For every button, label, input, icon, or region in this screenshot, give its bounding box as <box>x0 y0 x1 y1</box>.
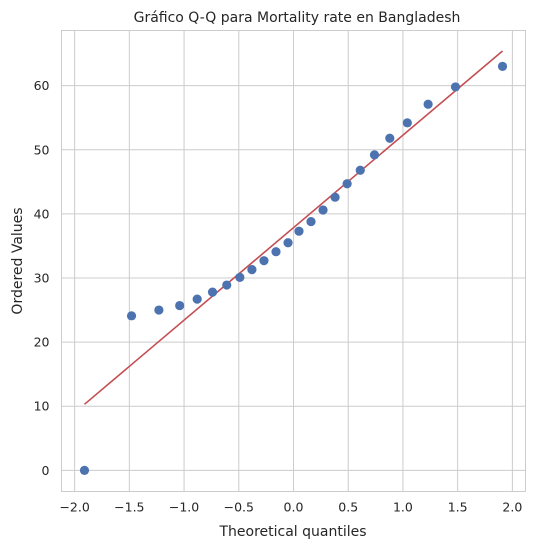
data-point <box>247 265 257 275</box>
data-point <box>318 205 328 215</box>
chart-title: Gráfico Q-Q para Mortality rate en Bangl… <box>134 10 461 26</box>
points-group <box>79 61 508 475</box>
y-tick-label: 10 <box>34 399 50 414</box>
y-tick-label: 20 <box>34 335 50 350</box>
x-tick-label: −1.0 <box>169 500 199 515</box>
data-point <box>126 311 137 321</box>
y-tick-label: 60 <box>34 78 50 93</box>
y-tick-label: 40 <box>34 206 50 221</box>
data-point <box>175 300 185 311</box>
data-point <box>385 133 395 143</box>
x-tick-label: −1.5 <box>114 500 144 515</box>
data-point <box>192 294 202 304</box>
data-point <box>423 99 433 109</box>
data-point <box>330 192 340 202</box>
data-point <box>154 305 164 315</box>
data-point <box>355 165 365 175</box>
data-point <box>271 247 281 257</box>
data-point <box>79 465 90 475</box>
plot-frame <box>61 30 526 492</box>
x-tick-label: −2.0 <box>59 500 89 515</box>
x-tick-label: −0.5 <box>224 500 254 515</box>
fit-line-group <box>83 50 504 405</box>
data-point <box>342 179 352 189</box>
x-tick-label: 1.0 <box>393 500 413 515</box>
x-tick-label: 2.0 <box>502 500 522 515</box>
data-point <box>450 82 461 92</box>
y-axis-label: Ordered Values <box>10 207 26 314</box>
data-point <box>235 272 245 282</box>
data-point <box>222 280 232 290</box>
x-tick-label: 0.0 <box>284 500 304 515</box>
y-tick-label: 30 <box>34 270 50 285</box>
data-point <box>402 118 412 128</box>
data-point <box>497 61 508 72</box>
y-tick-label: 0 <box>42 463 50 478</box>
grid <box>61 30 526 492</box>
y-tick-label: 50 <box>34 142 50 157</box>
y-axis-ticks: 0 10 20 30 40 50 60 <box>34 78 50 478</box>
data-point <box>369 150 380 160</box>
data-point <box>207 287 218 297</box>
fit-line <box>83 50 504 405</box>
data-point <box>306 216 316 227</box>
x-axis-ticks: −2.0 −1.5 −1.0 −0.5 0.0 0.5 1.0 1.5 2.0 <box>59 500 522 515</box>
x-axis-label: Theoretical quantiles <box>218 524 366 540</box>
data-point <box>259 256 269 266</box>
x-tick-label: 0.5 <box>338 500 358 515</box>
x-tick-label: 1.5 <box>448 500 468 515</box>
data-point <box>283 238 293 248</box>
data-point <box>294 226 304 236</box>
